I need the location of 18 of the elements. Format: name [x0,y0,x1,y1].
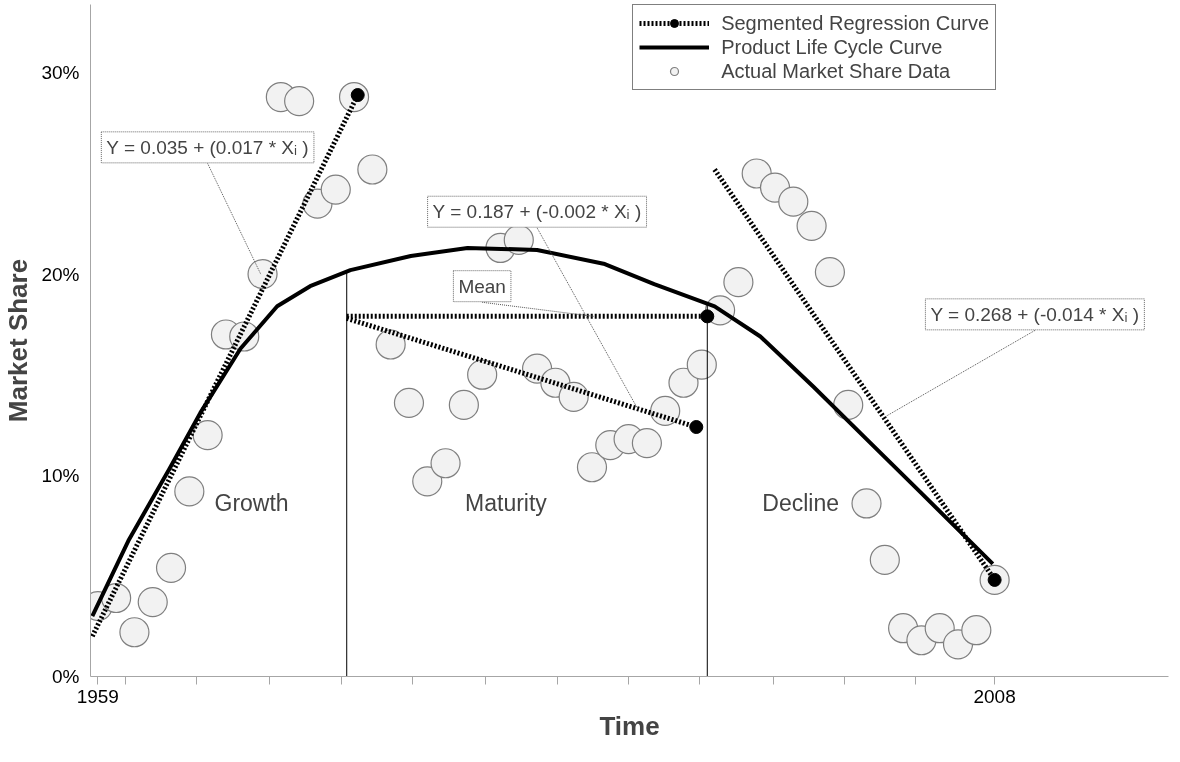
annotation: Y = 0.268 + (-0.014 * Xᵢ ) [930,303,1140,325]
y-tick-label: 10% [41,464,80,486]
y-tick-label: 20% [41,263,80,285]
y-tick-label: 30% [41,62,80,84]
annotation: Maturity [465,490,548,517]
legend-label: Segmented Regression Curve [721,11,990,35]
x-axis-title: Time [599,710,660,741]
annotation: Mean [458,275,506,297]
y-tick-label: 0% [52,666,80,687]
annotation: Y = 0.035 + (0.017 * Xᵢ ) [106,136,309,158]
x-tick-label: 1959 [76,685,119,707]
annotation: Decline [762,490,839,517]
annotation: Growth [214,490,289,517]
x-tick-label: 2008 [973,685,1016,707]
legend-label: Product Life Cycle Curve [721,35,943,59]
legend-label: Actual Market Share Data [721,59,951,83]
y-axis-title: Market Share [3,258,34,423]
annotation: Y = 0.187 + (-0.002 * Xᵢ ) [432,201,642,223]
